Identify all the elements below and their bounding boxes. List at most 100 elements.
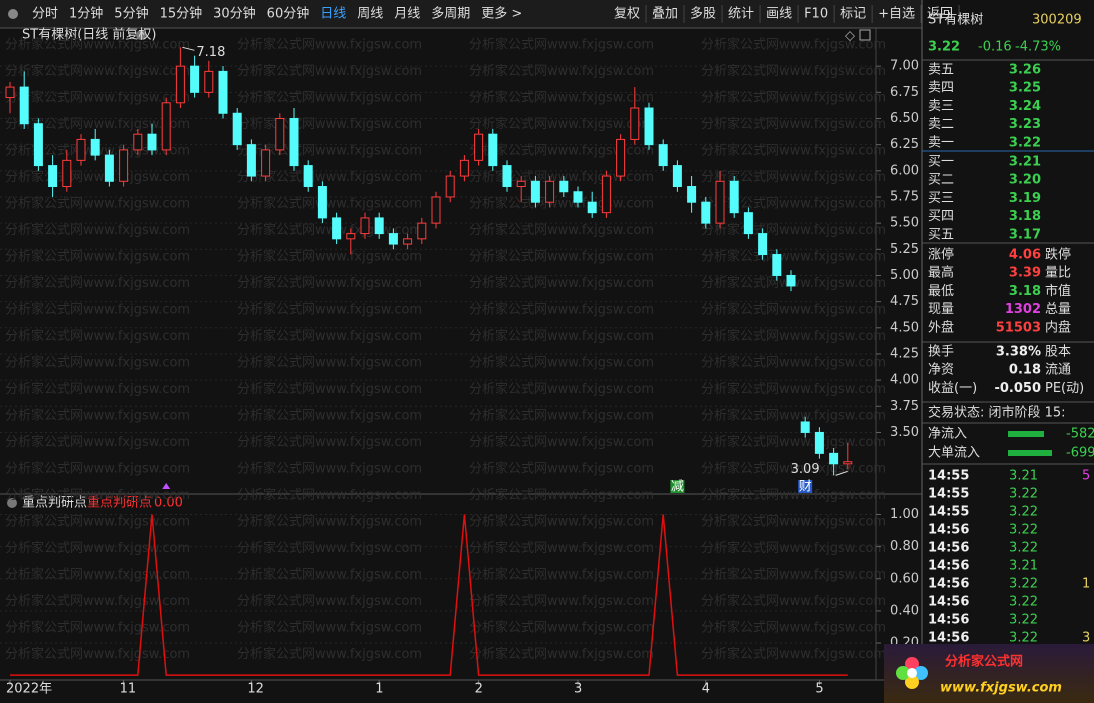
watermark: 分析家公式网www.fxjgsw.com: [5, 487, 190, 503]
x-tick-label: 11: [120, 682, 137, 697]
watermark: 分析家公式网www.fxjgsw.com: [5, 434, 190, 450]
event-marker[interactable]: [798, 480, 813, 493]
watermark: 分析家公式网www.fxjgsw.com: [237, 381, 422, 397]
y-tick-label: 0.40: [890, 603, 919, 618]
logo-url: www.fxjgsw.com: [940, 681, 1062, 696]
candle-body: [62, 159, 72, 188]
watermark: 分析家公式网www.fxjgsw.com: [5, 408, 190, 424]
y-tick-label: 3.75: [890, 399, 919, 414]
candle-body: [530, 180, 540, 203]
watermark: 分析家公式网www.fxjgsw.com: [469, 328, 654, 344]
watermark: 分析家公式网www.fxjgsw.com: [469, 63, 654, 79]
change-pct: -4.73%: [1015, 40, 1061, 55]
watermark: 分析家公式网www.fxjgsw.com: [5, 540, 190, 556]
logo-center: [907, 668, 917, 678]
trade-status: 交易状态: 闭市阶段 15:: [928, 405, 1066, 421]
watermark: 分析家公式网www.fxjgsw.com: [237, 90, 422, 106]
tool-button[interactable]: 统计: [728, 7, 754, 22]
period-tab[interactable]: 30分钟: [213, 6, 256, 22]
event-marker[interactable]: [670, 480, 685, 493]
watermark: 分析家公式网www.fxjgsw.com: [5, 514, 190, 530]
watermark: 分析家公式网www.fxjgsw.com: [701, 37, 886, 53]
tick-price: 3.22: [1009, 523, 1038, 538]
tick-time: 14:56: [928, 631, 969, 646]
watermark: 分析家公式网www.fxjgsw.com: [237, 593, 422, 609]
tick-price: 3.22: [1009, 505, 1038, 520]
candle-body: [630, 107, 640, 140]
watermark: 分析家公式网www.fxjgsw.com: [469, 37, 654, 53]
row-label: 买一: [928, 155, 954, 170]
menu-icon[interactable]: [8, 9, 18, 19]
watermark: 分析家公式网www.fxjgsw.com: [701, 408, 886, 424]
row-label: 卖三: [928, 99, 954, 114]
tool-button[interactable]: 叠加: [652, 7, 678, 22]
logo-title: 分析家公式网: [945, 654, 1023, 670]
tool-button[interactable]: 多股: [690, 6, 716, 22]
watermark: 分析家公式网www.fxjgsw.com: [237, 514, 422, 530]
period-tab[interactable]: 月线: [394, 7, 420, 22]
watermark: 分析家公式网www.fxjgsw.com: [237, 487, 422, 503]
watermark: 分析家公式网www.fxjgsw.com: [701, 355, 886, 371]
candle-body: [317, 186, 327, 219]
watermark: 分析家公式网www.fxjgsw.com: [701, 302, 886, 318]
tool-button[interactable]: 标记: [840, 7, 866, 22]
icon[interactable]: ◇: [845, 29, 855, 44]
watermark: 分析家公式网www.fxjgsw.com: [5, 461, 190, 477]
row-value: 4.06: [1009, 248, 1041, 263]
tick-volume: 5: [1082, 469, 1090, 484]
watermark: 分析家公式网www.fxjgsw.com: [5, 593, 190, 609]
period-tab[interactable]: 更多 >: [481, 6, 522, 22]
candle-body: [488, 133, 498, 167]
period-tab[interactable]: 日线: [320, 7, 346, 22]
period-tab[interactable]: 5分钟: [114, 6, 148, 22]
watermark: 分析家公式网www.fxjgsw.com: [5, 63, 190, 79]
stock-code: 300209: [1032, 13, 1082, 28]
tool-button[interactable]: 画线: [766, 7, 792, 22]
icon[interactable]: [859, 29, 871, 41]
period-tab[interactable]: 15分钟: [160, 6, 203, 22]
candle-body: [516, 180, 526, 188]
candle-body: [658, 144, 668, 167]
tick-time: 14:56: [928, 559, 969, 574]
row-label: 买二: [928, 173, 954, 188]
y-tick-label: 4.50: [890, 320, 919, 335]
tool-button[interactable]: 复权: [614, 6, 640, 22]
watermark: 分析家公式网www.fxjgsw.com: [701, 540, 886, 556]
y-tick-label: 1.00: [890, 507, 919, 522]
tool-button[interactable]: 返回: [927, 7, 953, 22]
watermark: 分析家公式网www.fxjgsw.com: [701, 63, 886, 79]
watermark: 分析家公式网www.fxjgsw.com: [701, 222, 886, 238]
tool-button[interactable]: F10: [804, 7, 828, 22]
watermark: 分析家公式网www.fxjgsw.com: [701, 196, 886, 212]
period-tab[interactable]: 分时: [32, 7, 58, 22]
watermark: 分析家公式网www.fxjgsw.com: [701, 249, 886, 265]
period-tab[interactable]: 1分钟: [69, 6, 103, 22]
annotation: 3.09: [791, 462, 820, 477]
options-icon[interactable]: [7, 498, 17, 508]
options-icon[interactable]: [136, 30, 146, 40]
y-tick-label: 5.00: [890, 268, 919, 283]
x-tick-label: 1: [375, 682, 383, 697]
row-label: 涨停: [928, 247, 954, 263]
watermark: 分析家公式网www.fxjgsw.com: [5, 169, 190, 185]
watermark: 分析家公式网www.fxjgsw.com: [701, 90, 886, 106]
period-tab[interactable]: 多周期: [431, 6, 470, 22]
legend-label: 重点判研点: [87, 495, 152, 511]
tick-time: 14:56: [928, 577, 969, 592]
tick-price: 3.22: [1009, 541, 1038, 556]
y-tick-label: 5.25: [890, 242, 919, 257]
tick-price: 3.22: [1009, 595, 1038, 610]
tool-button[interactable]: +自选: [878, 7, 915, 22]
row-value: 3.18: [1009, 209, 1041, 224]
y-tick-label: 4.00: [890, 373, 919, 388]
x-tick-label: 3: [574, 682, 582, 697]
tick-price: 3.22: [1009, 613, 1038, 628]
watermark: 分析家公式网www.fxjgsw.com: [237, 620, 422, 636]
period-tab[interactable]: 周线: [357, 7, 383, 22]
watermark: 分析家公式网www.fxjgsw.com: [469, 646, 654, 662]
row-label: 内盘: [1045, 319, 1071, 335]
period-tab[interactable]: 60分钟: [267, 6, 310, 22]
watermark: 分析家公式网www.fxjgsw.com: [237, 196, 422, 212]
y-tick-label: 6.00: [890, 163, 919, 178]
